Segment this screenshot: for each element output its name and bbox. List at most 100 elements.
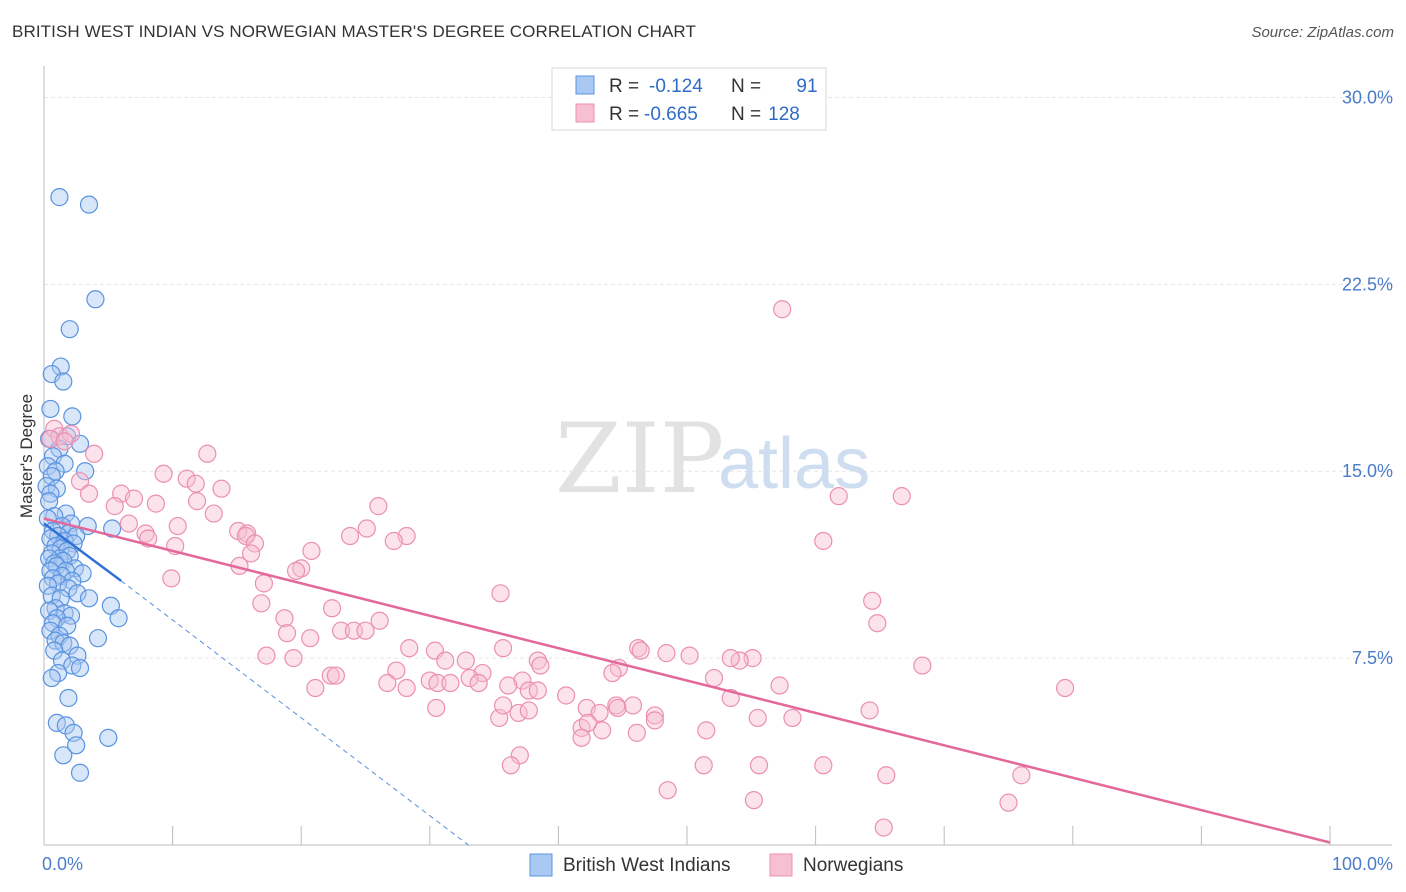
- point-norwegian: [154, 464, 173, 483]
- point-norwegian: [397, 678, 416, 698]
- point-norwegian: [441, 673, 460, 693]
- point-norwegian: [427, 698, 446, 718]
- point-norwegian: [1012, 766, 1031, 785]
- point-norwegian: [428, 673, 447, 693]
- point-norwegian: [41, 429, 60, 448]
- point-norwegian: [241, 544, 261, 563]
- point-norwegian: [356, 621, 375, 640]
- point-norwegian: [286, 561, 306, 580]
- point-norwegian: [748, 708, 767, 728]
- point-norwegian: [814, 756, 833, 775]
- point-british-west-indian: [67, 736, 86, 755]
- point-british-west-indian: [38, 576, 57, 595]
- point-british-west-indian: [73, 564, 92, 583]
- point-british-west-indian: [79, 195, 99, 214]
- point-norwegian: [331, 621, 351, 640]
- y-tick-label: 22.5%: [1342, 274, 1393, 294]
- point-norwegian: [603, 663, 622, 683]
- point-norwegian: [519, 701, 538, 720]
- point-norwegian: [860, 701, 879, 720]
- point-norwegian: [277, 624, 297, 643]
- chart-title: BRITISH WEST INDIAN VS NORWEGIAN MASTER'…: [12, 22, 696, 41]
- point-norwegian: [61, 424, 81, 443]
- stats-r-value-blue: -0.124: [649, 76, 703, 97]
- point-norwegian: [456, 651, 475, 670]
- point-norwegian: [513, 671, 532, 690]
- point-norwegian: [340, 526, 360, 546]
- y-tick-label: 15.0%: [1342, 461, 1393, 481]
- point-norwegian: [162, 569, 181, 588]
- point-norwegian: [79, 484, 99, 503]
- point-norwegian: [370, 611, 389, 630]
- point-norwegian: [55, 432, 74, 451]
- point-norwegian: [557, 686, 576, 705]
- point-norwegian: [999, 793, 1018, 812]
- series-norwegians: [41, 300, 1075, 837]
- point-norwegian: [623, 696, 643, 715]
- stats-swatch-pink: [575, 103, 595, 123]
- point-norwegian: [460, 668, 479, 688]
- point-norwegian: [187, 492, 207, 511]
- point-norwegian: [245, 534, 265, 553]
- point-british-west-indian: [70, 763, 90, 782]
- point-norwegian: [749, 756, 769, 775]
- point-norwegian: [510, 746, 529, 765]
- point-norwegian: [146, 494, 165, 513]
- point-norwegian: [721, 649, 740, 668]
- point-norwegian: [783, 708, 802, 728]
- point-norwegian: [70, 472, 90, 491]
- point-norwegian: [1055, 678, 1075, 698]
- point-norwegian: [378, 673, 397, 693]
- point-norwegian: [198, 444, 217, 463]
- point-british-west-indian: [58, 616, 77, 635]
- point-norwegian: [608, 698, 627, 718]
- point-british-west-indian: [41, 484, 60, 503]
- point-norwegian: [119, 514, 138, 533]
- point-british-west-indian: [70, 434, 90, 453]
- point-norwegian: [177, 469, 196, 488]
- point-norwegian: [744, 791, 763, 810]
- point-norwegian: [874, 818, 893, 837]
- point-norwegian: [528, 681, 547, 700]
- point-norwegian: [892, 487, 911, 506]
- point-norwegian: [913, 656, 932, 675]
- point-norwegian: [85, 444, 104, 463]
- y-axis-label: Master's Degree: [17, 394, 36, 518]
- stats-n-value-pink: 128: [768, 104, 800, 125]
- point-british-west-indian: [79, 589, 99, 608]
- point-norwegian: [284, 649, 303, 668]
- trend-line-norwegians: [43, 517, 1331, 844]
- legend-label-pink: Norwegians: [803, 855, 903, 876]
- point-norwegian: [590, 703, 609, 723]
- stats-n-value-blue: 91: [796, 76, 817, 97]
- stats-r-value-pink: -0.665: [644, 104, 698, 125]
- point-norwegian: [704, 668, 724, 688]
- trend-layer: [43, 517, 1331, 846]
- stats-legend-box: [551, 67, 827, 131]
- series-legend: British West Indians Norwegians: [529, 853, 903, 877]
- point-norwegian: [275, 609, 294, 628]
- point-norwegian: [863, 591, 882, 610]
- point-norwegian: [593, 721, 612, 740]
- point-norwegian: [572, 728, 591, 747]
- point-norwegian: [302, 541, 321, 561]
- point-norwegian: [578, 713, 598, 732]
- stats-n-label-blue: N =: [731, 76, 761, 97]
- stats-r-label-pink: R =: [609, 104, 639, 125]
- point-norwegian: [252, 594, 271, 613]
- point-norwegian: [469, 673, 488, 693]
- point-norwegian: [645, 706, 664, 725]
- point-british-west-indian: [59, 579, 78, 598]
- point-british-west-indian: [70, 658, 90, 678]
- point-british-west-indian: [76, 462, 95, 481]
- point-norwegian: [136, 524, 155, 543]
- point-british-west-indian: [88, 629, 108, 648]
- grid-layer: [44, 96, 1392, 659]
- point-norwegian: [204, 504, 223, 523]
- point-british-west-indian: [42, 668, 61, 688]
- point-norwegian: [124, 489, 144, 508]
- point-british-west-indian: [41, 399, 60, 419]
- stats-legend: R = -0.124 N = 91 R = -0.665 N = 128: [551, 67, 827, 131]
- point-norwegian: [168, 516, 187, 536]
